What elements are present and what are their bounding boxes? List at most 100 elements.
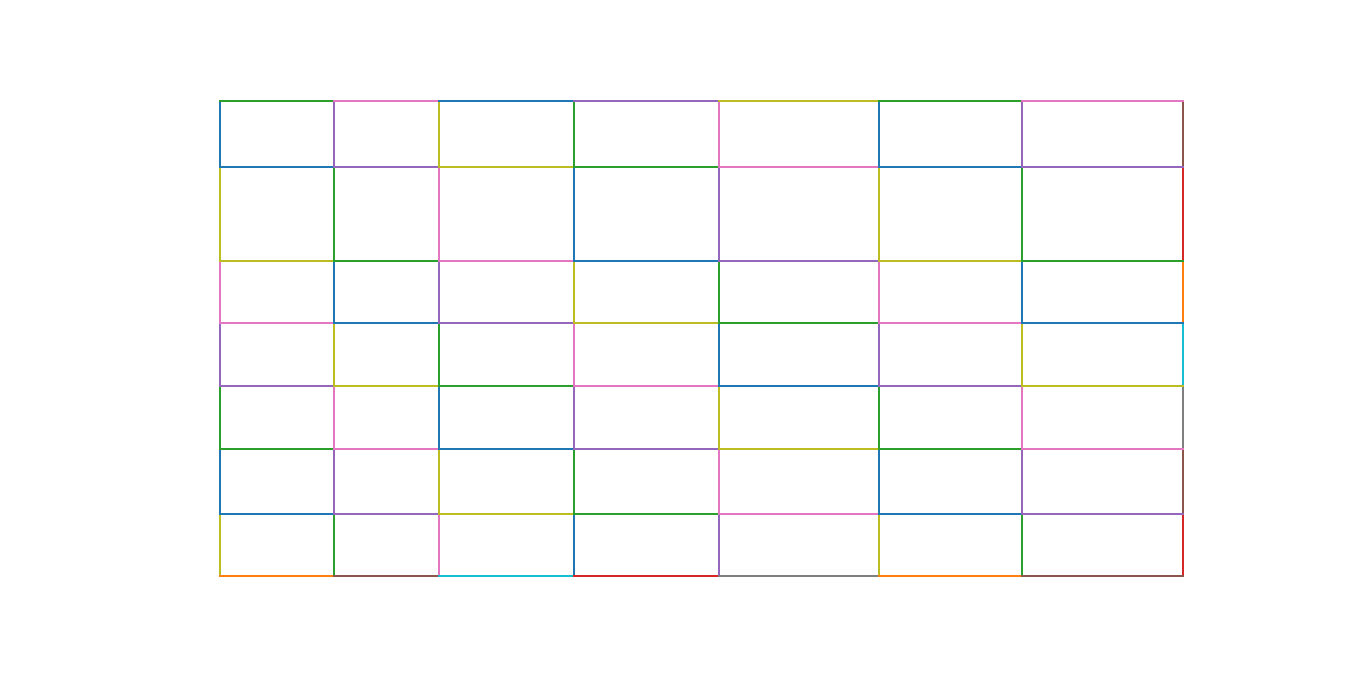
- h-line-segment: [333, 100, 440, 102]
- v-line-segment: [438, 260, 440, 324]
- v-line-segment: [573, 260, 575, 324]
- v-line-segment: [333, 513, 335, 577]
- v-line-segment: [438, 322, 440, 387]
- v-line-segment: [438, 448, 440, 515]
- h-line-segment: [438, 166, 575, 168]
- v-line-segment: [878, 513, 880, 577]
- v-line-segment: [718, 166, 720, 262]
- h-line-segment: [878, 385, 1023, 387]
- h-line-segment: [438, 513, 575, 515]
- v-line-segment: [1021, 260, 1023, 324]
- v-line-segment: [219, 322, 221, 387]
- v-line-segment: [1021, 166, 1023, 262]
- v-line-segment: [718, 100, 720, 168]
- v-line-segment: [573, 448, 575, 515]
- v-line-segment: [1182, 385, 1184, 450]
- v-line-segment: [718, 448, 720, 515]
- v-line-segment: [1182, 448, 1184, 515]
- v-line-segment: [573, 322, 575, 387]
- h-line-segment: [718, 166, 880, 168]
- h-line-segment: [878, 100, 1023, 102]
- v-line-segment: [1182, 322, 1184, 387]
- h-line-segment: [878, 166, 1023, 168]
- h-line-segment: [718, 448, 880, 450]
- h-line-segment: [333, 448, 440, 450]
- h-line-segment: [573, 322, 720, 324]
- h-line-segment: [573, 385, 720, 387]
- h-line-segment: [573, 448, 720, 450]
- v-line-segment: [1021, 100, 1023, 168]
- h-line-segment: [718, 322, 880, 324]
- v-line-segment: [878, 100, 880, 168]
- h-line-segment: [1021, 260, 1184, 262]
- h-line-segment: [878, 575, 1023, 577]
- h-line-segment: [573, 100, 720, 102]
- h-line-segment: [219, 448, 335, 450]
- h-line-segment: [438, 100, 575, 102]
- v-line-segment: [1021, 385, 1023, 450]
- v-line-segment: [333, 166, 335, 262]
- h-line-segment: [438, 575, 575, 577]
- h-line-segment: [878, 513, 1023, 515]
- v-line-segment: [573, 385, 575, 450]
- h-line-segment: [1021, 513, 1184, 515]
- v-line-segment: [1021, 322, 1023, 387]
- v-line-segment: [219, 448, 221, 515]
- h-line-segment: [333, 260, 440, 262]
- h-line-segment: [573, 166, 720, 168]
- h-line-segment: [219, 100, 335, 102]
- v-line-segment: [333, 448, 335, 515]
- v-line-segment: [878, 448, 880, 515]
- h-line-segment: [573, 575, 720, 577]
- v-line-segment: [1021, 513, 1023, 577]
- v-line-segment: [1182, 166, 1184, 262]
- v-line-segment: [333, 100, 335, 168]
- h-line-segment: [1021, 385, 1184, 387]
- v-line-segment: [333, 322, 335, 387]
- h-line-segment: [718, 575, 880, 577]
- h-line-segment: [219, 166, 335, 168]
- v-line-segment: [573, 100, 575, 168]
- h-line-segment: [333, 385, 440, 387]
- v-line-segment: [573, 513, 575, 577]
- h-line-segment: [573, 260, 720, 262]
- v-line-segment: [1182, 100, 1184, 168]
- h-line-segment: [573, 513, 720, 515]
- h-line-segment: [438, 322, 575, 324]
- h-line-segment: [333, 322, 440, 324]
- h-line-segment: [718, 385, 880, 387]
- v-line-segment: [219, 385, 221, 450]
- v-line-segment: [1182, 513, 1184, 577]
- v-line-segment: [1021, 448, 1023, 515]
- h-line-segment: [219, 322, 335, 324]
- h-line-segment: [718, 100, 880, 102]
- h-line-segment: [333, 166, 440, 168]
- h-line-segment: [1021, 575, 1184, 577]
- v-line-segment: [718, 385, 720, 450]
- v-line-segment: [219, 166, 221, 262]
- h-line-segment: [878, 448, 1023, 450]
- h-line-segment: [219, 260, 335, 262]
- v-line-segment: [438, 385, 440, 450]
- h-line-segment: [1021, 448, 1184, 450]
- h-line-segment: [1021, 100, 1184, 102]
- v-line-segment: [878, 260, 880, 324]
- h-line-segment: [718, 260, 880, 262]
- h-line-segment: [718, 513, 880, 515]
- h-line-segment: [333, 513, 440, 515]
- h-line-segment: [333, 575, 440, 577]
- v-line-segment: [333, 260, 335, 324]
- v-line-segment: [878, 322, 880, 387]
- v-line-segment: [219, 513, 221, 577]
- v-line-segment: [438, 513, 440, 577]
- h-line-segment: [1021, 166, 1184, 168]
- v-line-segment: [718, 260, 720, 324]
- v-line-segment: [878, 166, 880, 262]
- h-line-segment: [438, 260, 575, 262]
- h-line-segment: [1021, 322, 1184, 324]
- h-line-segment: [438, 385, 575, 387]
- v-line-segment: [438, 166, 440, 262]
- v-line-segment: [718, 322, 720, 387]
- h-line-segment: [219, 385, 335, 387]
